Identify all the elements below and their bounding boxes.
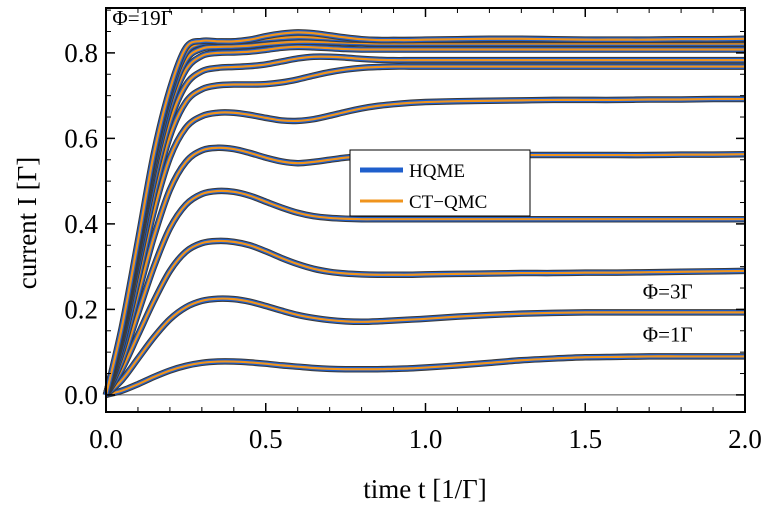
series-ctqmc-8 [104, 45, 745, 396]
ticks-layer [105, 8, 746, 412]
series-layer [102, 29, 746, 399]
series-outline-5 [102, 95, 746, 396]
y-tick-label: 0.2 [64, 294, 98, 324]
series-ctqmc-0 [105, 355, 745, 396]
x-tick-label: 1.0 [409, 424, 443, 454]
series-ctqmc-11 [104, 31, 746, 396]
series-ctqmc-4 [104, 146, 746, 396]
x-tick-label: 0.0 [89, 424, 123, 454]
legend-label-ctqmc: CT−QMC [409, 192, 487, 213]
labels-layer: 0.0 0.5 1.0 1.5 2.0 0.0 0.2 0.4 0.6 0.8 Φ=19Γ Φ=3Γ Φ… [64, 6, 762, 454]
series-annotation: Φ=1Γ [643, 322, 693, 346]
y-tick-label: 0.0 [64, 380, 98, 410]
y-tick-label: 0.6 [64, 123, 98, 153]
series-annotation: Φ=3Γ [643, 280, 693, 304]
series-ctqmc-7 [104, 55, 745, 396]
legend-box [349, 149, 531, 217]
y-axis-label: current I [Γ] [12, 157, 42, 290]
x-tick-label: 2.0 [728, 424, 762, 454]
series-ctqmc-5 [104, 97, 746, 396]
legend: HQME CT−QMC [349, 149, 531, 217]
series-ctqmc-2 [105, 239, 746, 396]
legend-label-hqme: HQME [409, 161, 465, 182]
series-annotation: Φ=19Γ [112, 6, 172, 30]
x-tick-label: 0.5 [249, 424, 283, 454]
series-ctqmc-6 [104, 65, 745, 396]
x-axis-label: time t [1/Γ] [363, 474, 487, 504]
y-tick-label: 0.4 [64, 209, 98, 239]
series-hqme-5 [103, 96, 746, 396]
y-tick-label: 0.8 [64, 38, 98, 68]
x-tick-label: 1.5 [568, 424, 602, 454]
series-ctqmc-1 [105, 297, 745, 396]
series-ctqmc-3 [105, 189, 745, 396]
